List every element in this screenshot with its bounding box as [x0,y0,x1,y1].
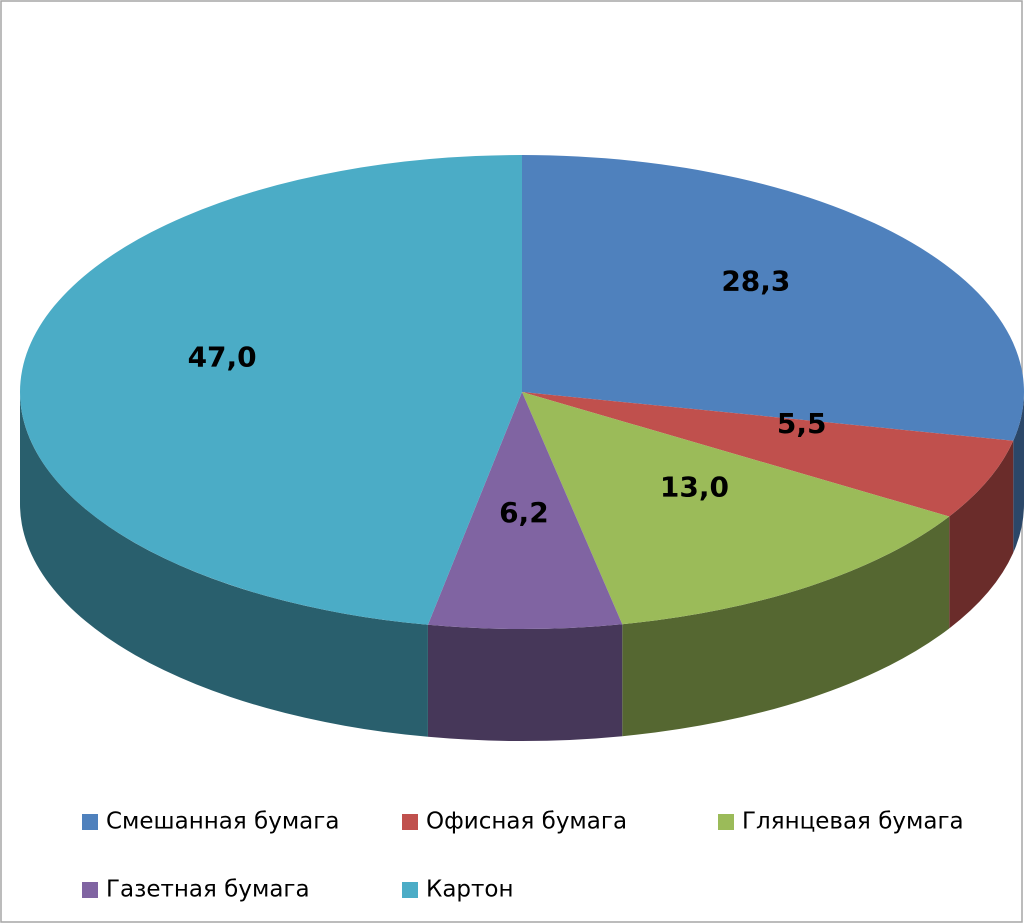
pie-slice [522,155,1024,441]
legend-swatch [402,882,418,898]
legend-label: Глянцевая бумага [742,809,964,835]
legend-swatch [718,814,734,830]
data-label: 47,0 [188,341,257,374]
pie-slice [20,155,522,625]
pie-slice [522,392,950,625]
legend-swatch [402,814,418,830]
pie-side [427,624,623,741]
data-label: 13,0 [660,471,729,504]
data-label: 6,2 [499,496,549,529]
pie-side [949,440,1014,629]
legend-label: Картон [426,877,514,903]
pie-side [1013,392,1024,553]
legend-swatch [82,814,98,830]
legend-label: Газетная бумага [106,877,310,903]
pie-side [622,516,950,737]
pie-slice [522,392,1014,517]
data-label: 28,3 [721,264,790,297]
legend-swatch [82,882,98,898]
legend-label: Смешанная бумага [106,809,339,835]
legend-label: Офисная бумага [426,809,627,835]
pie-slice [427,392,623,629]
data-label: 5,5 [777,407,827,440]
pie-side [20,392,428,737]
